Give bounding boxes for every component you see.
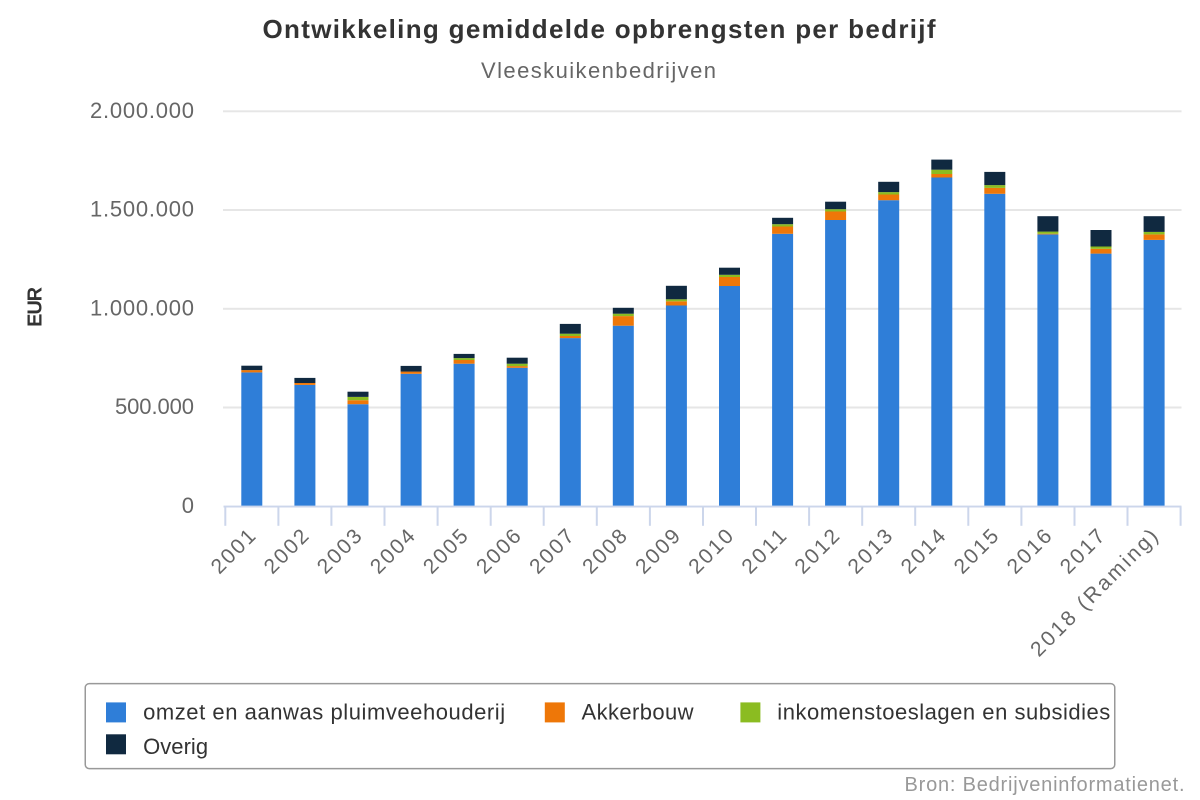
- svg-text:1.500.000: 1.500.000: [90, 197, 194, 222]
- svg-text:500.000: 500.000: [115, 394, 194, 419]
- svg-text:Overig: Overig: [143, 734, 208, 759]
- svg-text:2.000.000: 2.000.000: [90, 98, 194, 123]
- svg-text:Ontwikkeling gemiddelde opbren: Ontwikkeling gemiddelde opbrengsten per …: [263, 14, 936, 44]
- svg-text:omzet en aanwas pluimveehouder: omzet en aanwas pluimveehouderij: [143, 700, 505, 725]
- svg-text:Vleeskuikenbedrijven: Vleeskuikenbedrijven: [481, 58, 716, 83]
- svg-text:0: 0: [182, 493, 194, 518]
- svg-text:inkomenstoeslagen en subsidies: inkomenstoeslagen en subsidies: [777, 700, 1110, 725]
- svg-text:Bron: Bedrijveninformatienet.: Bron: Bedrijveninformatienet.: [905, 774, 1185, 796]
- svg-text:EUR: EUR: [24, 286, 46, 327]
- svg-text:Akkerbouw: Akkerbouw: [582, 700, 694, 725]
- svg-text:1.000.000: 1.000.000: [90, 296, 194, 321]
